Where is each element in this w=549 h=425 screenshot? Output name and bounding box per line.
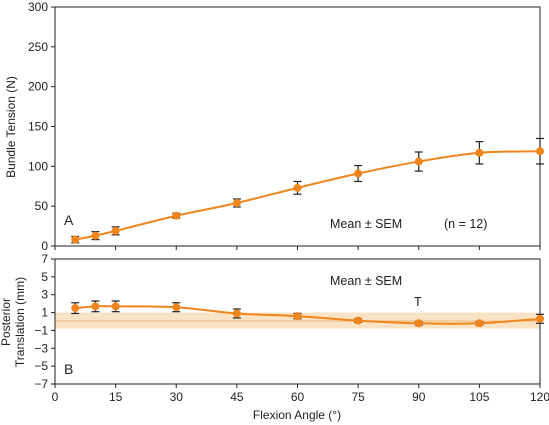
panel-a-y-axis-label: Bundle Tension (N) bbox=[4, 76, 18, 178]
panel-b-x-tick-label: 120 bbox=[530, 390, 549, 404]
panel-b-letter: B bbox=[64, 361, 73, 377]
panel-b-data-point bbox=[354, 316, 363, 325]
panel-a-series-line bbox=[75, 150, 541, 241]
panel-b-y-axis-label-line1: Posterior bbox=[0, 298, 13, 346]
panel-a-data-point bbox=[111, 226, 120, 235]
panel-a-letter: A bbox=[64, 212, 74, 228]
panel-a-y-tick-label: 50 bbox=[35, 199, 49, 213]
panel-b-data-point bbox=[293, 312, 302, 321]
panel-b-data-point bbox=[91, 302, 100, 311]
panel-a-mean-sem-annotation: Mean ± SEM bbox=[330, 217, 402, 231]
panel-a-data-point bbox=[354, 169, 363, 178]
panel-a: 0 50 100 150 200 250 300 bbox=[28, 0, 544, 253]
panel-b-series-line bbox=[75, 305, 541, 325]
panel-a-n-annotation: (n = 12) bbox=[444, 217, 487, 231]
panel-a-data-point bbox=[172, 211, 181, 220]
panel-a-data-point bbox=[293, 183, 302, 192]
panel-b-y-tick-label: −1 bbox=[34, 323, 48, 337]
panel-b-data-point bbox=[232, 309, 241, 318]
panel-a-plot-frame bbox=[54, 6, 541, 247]
panel-b-y-tick-label: −3 bbox=[34, 341, 48, 355]
panel-b-y-tick-label: 3 bbox=[41, 288, 48, 302]
panel-b-x-tick-label: 15 bbox=[109, 390, 123, 404]
panel-b-y-tick-label: 1 bbox=[41, 306, 48, 320]
panel-a-data-point bbox=[475, 148, 484, 157]
panel-b-x-tick-label: 60 bbox=[291, 390, 305, 404]
panel-a-y-tick-label: 150 bbox=[28, 120, 48, 134]
panel-b-t-annotation: T bbox=[414, 295, 422, 309]
panel-b-data-point bbox=[414, 319, 423, 328]
panel-a-data-point bbox=[232, 198, 241, 207]
panel-b-x-tick-label: 90 bbox=[412, 390, 426, 404]
panel-b-x-tick-label: 75 bbox=[351, 390, 365, 404]
panel-b-data-point bbox=[71, 304, 80, 313]
panel-a-y-tick-label: 300 bbox=[28, 0, 48, 14]
panel-b-x-tick-label: 30 bbox=[170, 390, 184, 404]
panel-a-data-point bbox=[91, 231, 100, 240]
panel-b-data-point bbox=[536, 314, 544, 323]
panel-a-data-point bbox=[414, 157, 423, 166]
panel-b-y-tick-label: 7 bbox=[41, 252, 48, 266]
panel-b-data-point bbox=[172, 303, 181, 312]
panel-a-y-tick-label: 250 bbox=[28, 40, 48, 54]
panel-b-x-tick-label: 45 bbox=[230, 390, 244, 404]
panel-b-data-point bbox=[111, 302, 120, 311]
panel-a-data-point bbox=[71, 235, 80, 244]
panel-a-y-tick-label: 0 bbox=[41, 239, 48, 253]
panel-a-data-point bbox=[536, 147, 544, 156]
panel-b-data-point bbox=[475, 319, 484, 328]
panel-b-x-tick-label: 105 bbox=[469, 390, 489, 404]
panel-b-mean-sem-annotation: Mean ± SEM bbox=[330, 274, 402, 288]
panel-b-y-tick-label: −7 bbox=[34, 377, 48, 391]
panel-a-y-tick-label: 200 bbox=[28, 80, 48, 94]
panel-b-y-tick-label: −5 bbox=[34, 359, 48, 373]
panel-b-y-tick-label: 5 bbox=[41, 270, 48, 284]
panel-b-x-tick-label: 0 bbox=[52, 390, 59, 404]
x-axis-label: Flexion Angle (°) bbox=[253, 408, 341, 422]
panel-a-y-tick-label: 100 bbox=[28, 159, 48, 173]
labels: Bundle Tension (N) Posterior Translation… bbox=[0, 76, 487, 422]
panel-b-y-axis-label-line2: Translation (mm) bbox=[13, 277, 27, 367]
